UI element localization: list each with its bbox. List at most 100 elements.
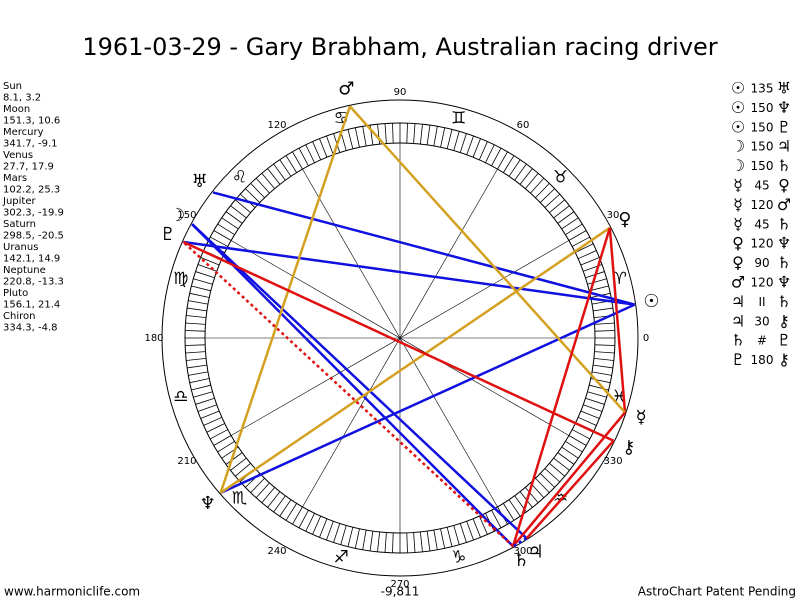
degree-label: 120 [267,120,286,131]
degree-tick [466,135,474,155]
degree-tick [553,457,570,471]
aspect-to: ♀ [778,176,790,195]
degree-tick [298,509,309,529]
aspect-angle: 45 [754,179,769,193]
aspect-line [212,191,635,306]
degree-tick [377,531,381,552]
degree-tick [549,199,565,213]
degree-tick [544,468,561,483]
degree-tick [292,151,303,170]
degree-tick [188,300,209,305]
degree-tick [230,457,247,471]
aspect-from: ♀ [732,253,744,272]
sign-glyph: ♑ [451,547,466,567]
degree-tick [580,257,600,266]
planet-glyph: ☉ [643,291,659,312]
planet-position: 27.7, 17.9 [3,162,54,173]
planet-position: 341.7, -9.1 [3,139,58,150]
planet-name: Pluto [3,288,28,299]
degree-tick [189,378,210,384]
degree-tick [261,487,275,503]
planet-name: Sun [3,81,22,92]
outer-circle [161,99,639,577]
degree-tick [589,285,609,292]
aspect-line [220,303,636,494]
degree-tick [561,446,579,459]
footer-site: www.harmoniclife.com [4,585,140,599]
planet-name: Venus [3,150,33,161]
degree-tick [319,138,328,158]
degree-label: 30 [607,210,620,221]
degree-tick [273,495,286,513]
sign-glyph: ♌ [232,167,247,187]
degree-tick [185,344,206,346]
degree-tick [508,159,521,177]
aspect-to: ♆ [777,98,791,117]
degree-tick [594,322,615,325]
degree-tick [354,127,360,148]
aspect-angle: 135 [751,82,774,96]
degree-tick [525,487,539,503]
degree-tick [213,230,232,241]
aspect-to: ♇ [777,117,791,136]
aspect-line [219,226,611,494]
degree-tick [206,423,225,433]
degree-tick [587,391,607,398]
aspect-line [525,439,615,540]
degree-tick [250,183,265,199]
degree-tick [406,532,408,553]
degree-tick [189,292,210,298]
aspect-angle: 150 [751,140,774,154]
aspect-from: ☉ [731,98,745,117]
degree-tick [565,440,583,453]
aspect-from: ☉ [731,79,745,98]
planet-position: 8.1, 3.2 [3,93,41,104]
degree-label: 180 [144,333,163,344]
degree-tick [565,223,583,236]
aspect-angle: 120 [751,276,774,290]
degree-tick [426,125,431,145]
planet-glyph: ♄ [513,550,529,571]
degree-tick [185,322,206,325]
degree-tick [191,384,211,391]
degree-tick [213,435,232,446]
degree-tick [185,330,206,332]
degree-tick [305,513,315,532]
degree-tick [497,151,508,170]
aspect-from: ♇ [731,350,745,369]
planet-name: Uranus [3,242,38,253]
degree-tick [200,410,220,419]
sign-glyph: ♎ [173,387,188,407]
degree-tick [186,357,207,361]
degree-tick [502,155,515,173]
planet-position: 334.3, -4.8 [3,323,58,334]
sign-glyph: ♉ [553,167,568,187]
sign-glyph: ♐ [334,547,349,567]
aspect-from: ☽ [731,137,745,156]
footer-note: AstroChart Patent Pending [638,585,796,599]
degree-label: 150 [177,210,196,221]
aspect-line [348,105,626,414]
degree-tick [446,527,453,547]
degree-tick [459,133,467,153]
degree-label: 240 [267,546,286,557]
chart-title: 1961-03-29 - Gary Brabham, Australian ra… [82,33,717,61]
degree-tick [255,482,270,499]
degree-tick [508,499,521,517]
aspect-to: ♄ [777,253,791,272]
degree-label: 330 [603,456,622,467]
degree-tick [384,123,387,144]
degree-tick [392,532,394,553]
degree-tick [362,529,367,550]
degree-tick [369,531,374,551]
aspect-from: ♃ [731,311,745,330]
degree-tick [433,126,438,147]
degree-tick [571,429,591,440]
degree-tick [255,177,270,194]
aspect-line [183,240,635,306]
degree-tick [217,440,235,453]
aspect-to: ⚷ [778,350,790,369]
planet-name: Chiron [3,311,35,322]
degree-tick [292,506,303,525]
aspect-to: ♃ [777,137,791,156]
